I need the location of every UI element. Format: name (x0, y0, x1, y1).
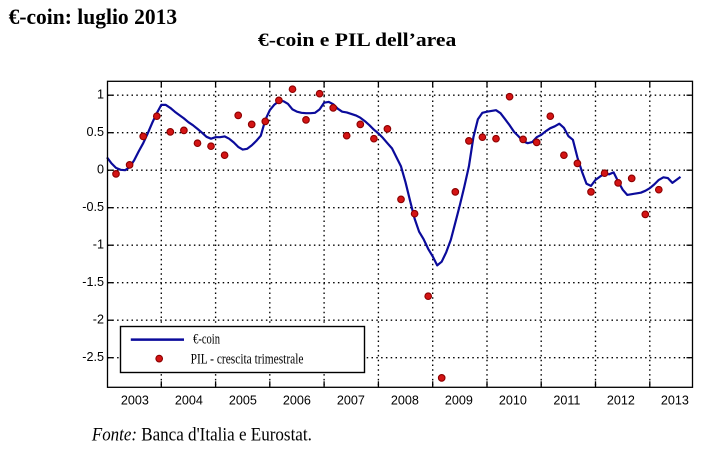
svg-text:-1: -1 (93, 237, 104, 251)
svg-text:2013: 2013 (661, 393, 689, 407)
svg-text:2006: 2006 (283, 393, 311, 407)
svg-text:2011: 2011 (553, 393, 580, 407)
svg-text:2007: 2007 (337, 393, 365, 407)
svg-text:-2.5: -2.5 (82, 350, 104, 364)
svg-text:€-coin: luglio 2013: €-coin: luglio 2013 (9, 4, 178, 29)
svg-text:2012: 2012 (607, 393, 635, 407)
svg-text:2008: 2008 (391, 393, 419, 407)
svg-text:2010: 2010 (499, 393, 527, 407)
svg-text:1: 1 (97, 87, 104, 101)
svg-text:€-coin e PIL dell’area: €-coin e PIL dell’area (258, 30, 457, 51)
svg-text:€-coin: €-coin (193, 332, 220, 348)
svg-text:0.5: 0.5 (86, 125, 104, 139)
svg-text:0: 0 (97, 162, 104, 176)
svg-text:2005: 2005 (229, 393, 257, 407)
svg-text:2004: 2004 (175, 393, 203, 407)
svg-text:-1.5: -1.5 (82, 275, 104, 289)
svg-text:-0.5: -0.5 (82, 200, 104, 214)
svg-text:PIL - crescita trimestrale: PIL - crescita trimestrale (191, 351, 304, 367)
svg-text:Fonte:Banca d'Italia e Eurosta: Fonte: Banca d'Italia e Eurostat. (91, 424, 312, 445)
svg-text:2009: 2009 (445, 393, 473, 407)
svg-text:-2: -2 (93, 312, 104, 326)
svg-text:2003: 2003 (121, 393, 149, 407)
